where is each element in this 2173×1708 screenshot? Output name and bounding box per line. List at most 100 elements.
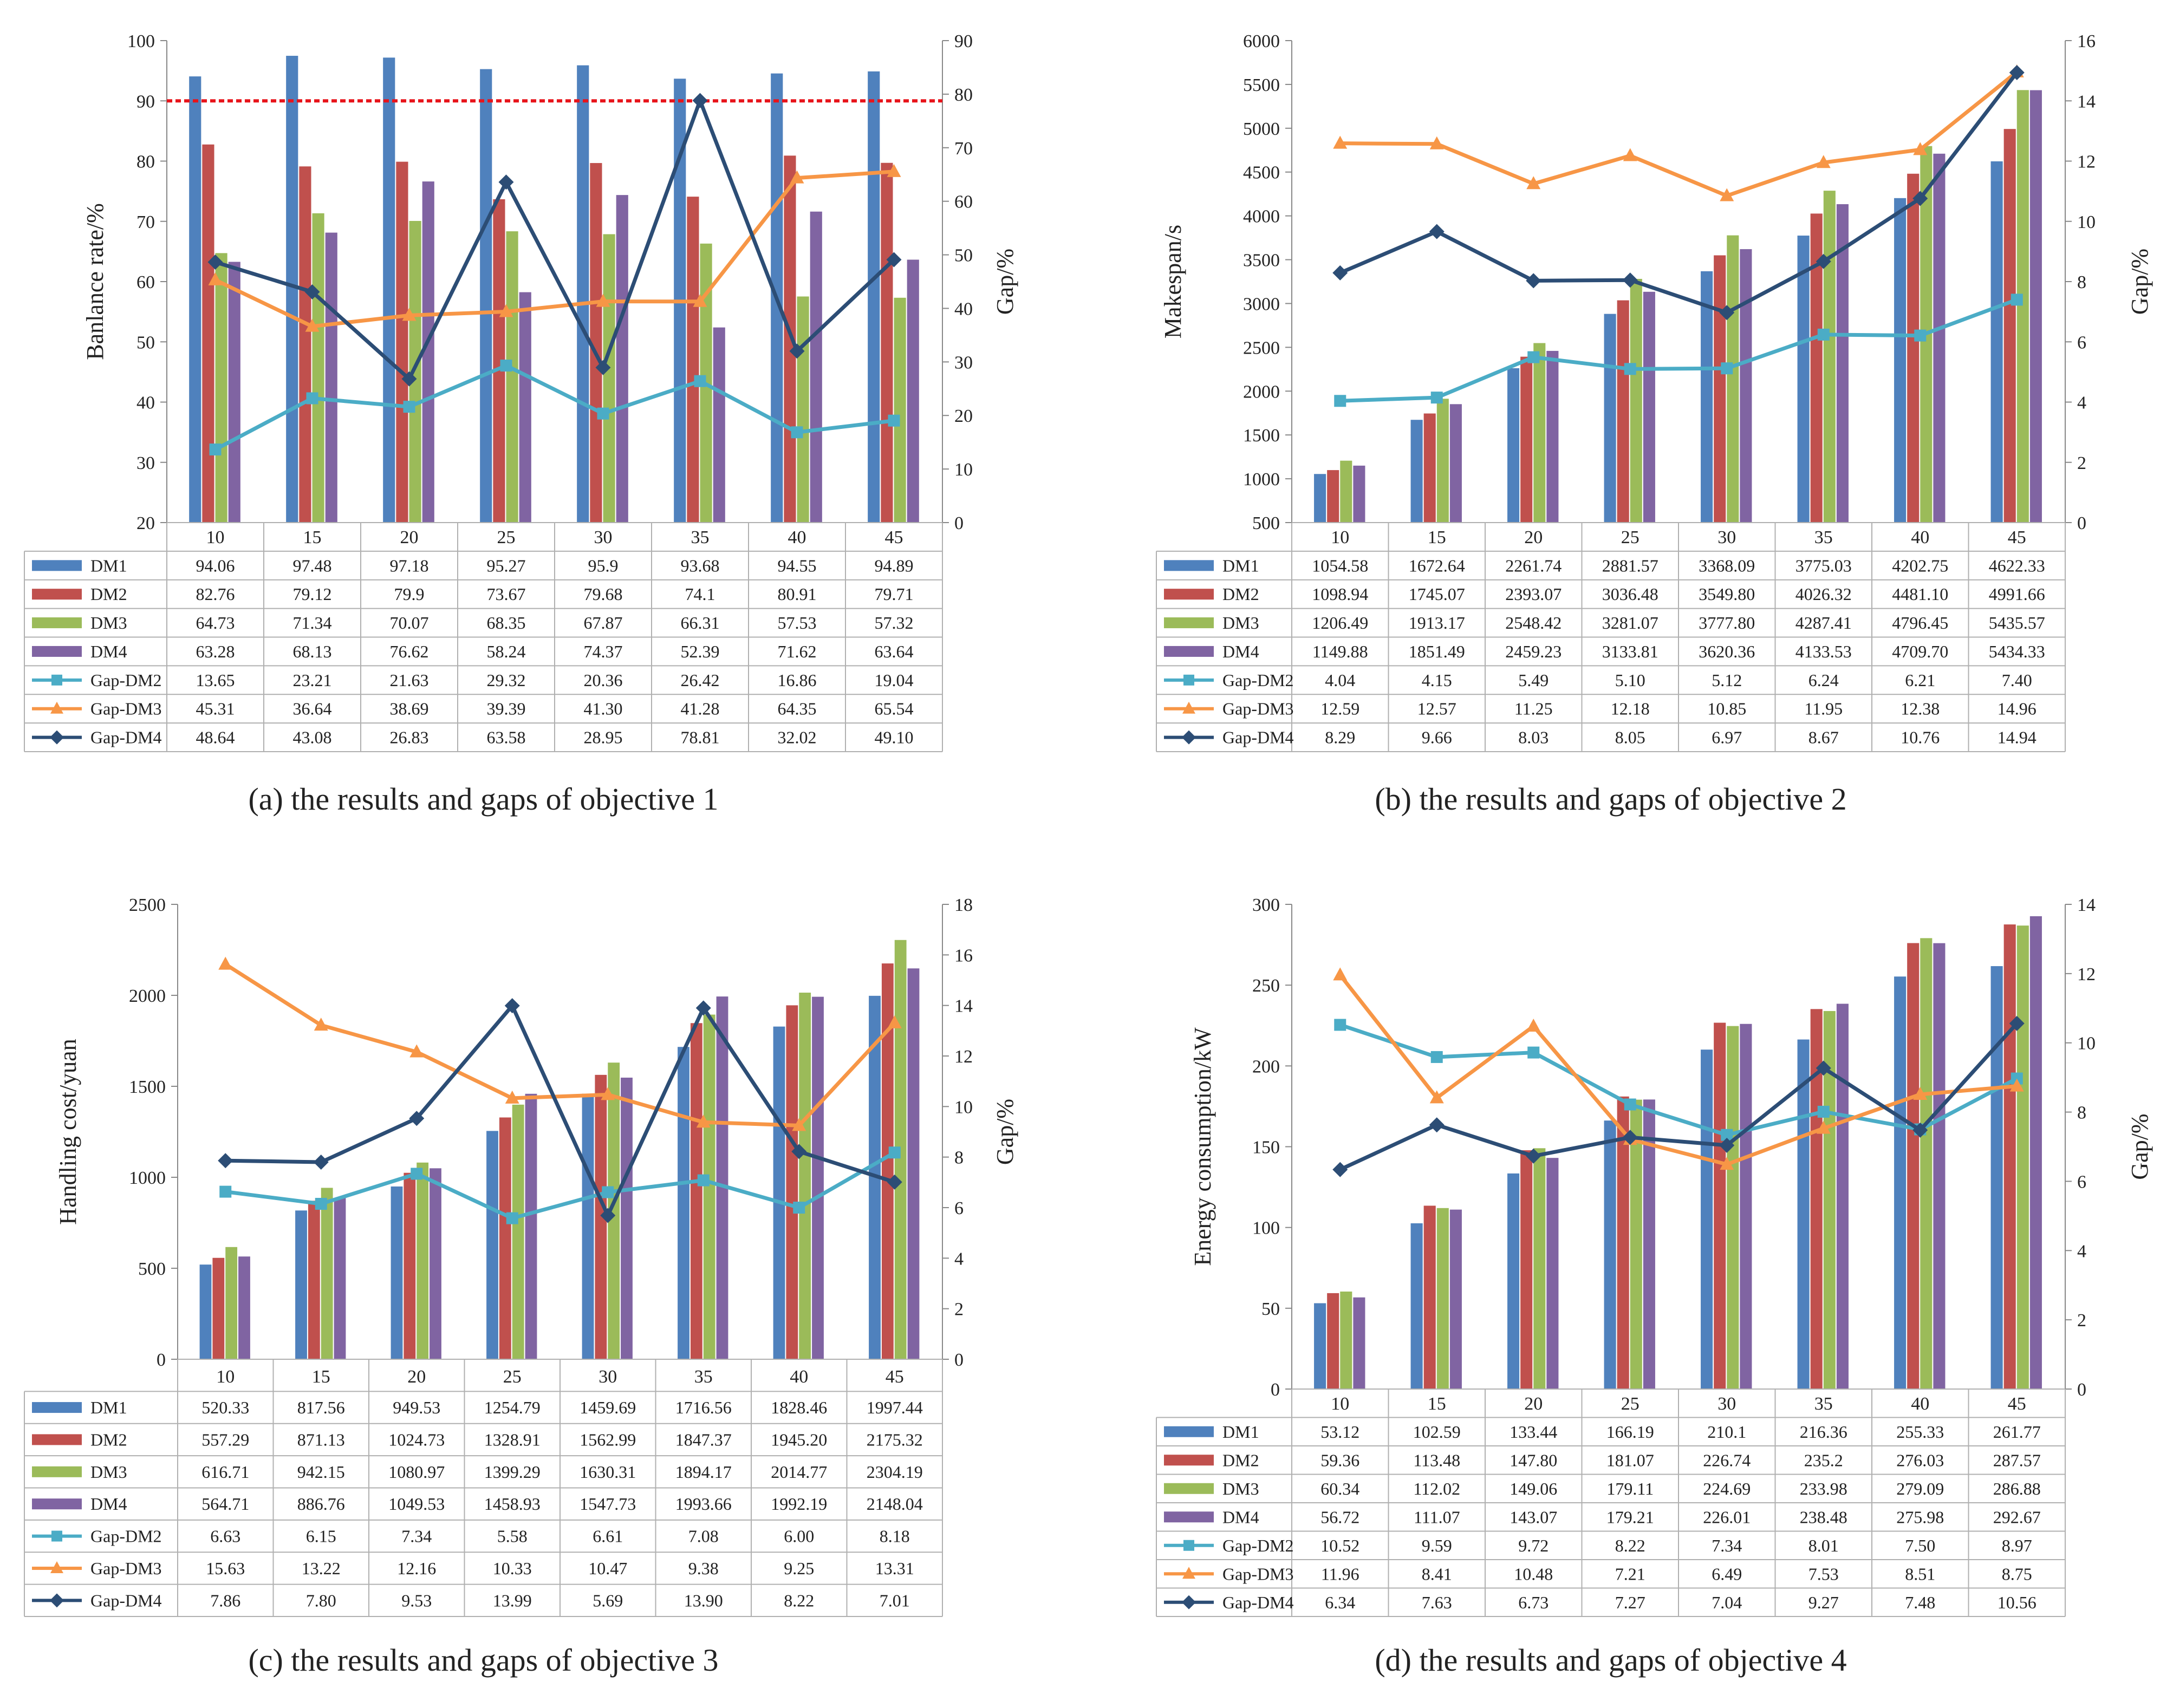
- y-tick-label: 2500: [129, 895, 166, 915]
- marker-square: [1334, 1019, 1346, 1031]
- bar-dm2: [687, 197, 699, 523]
- bar-dm2: [299, 166, 311, 523]
- legend-label-dm4: DM4: [90, 1494, 127, 1514]
- table-cell: 2261.74: [1505, 556, 1562, 575]
- line-gap-dm2: [214, 363, 894, 452]
- table-cell: 2393.07: [1505, 584, 1562, 604]
- bar-dm4: [1449, 1209, 1462, 1389]
- table-cell: 73.67: [487, 584, 526, 604]
- bar-dm1: [1797, 236, 1810, 523]
- table-cell: 3368.09: [1699, 556, 1755, 575]
- x-tick-label: 10: [206, 527, 225, 547]
- marker-diamond: [1526, 273, 1541, 289]
- table-cell: 15.63: [206, 1559, 245, 1578]
- table-cell: 112.02: [1413, 1479, 1460, 1498]
- y-tick-label: 90: [136, 92, 155, 112]
- table-cell: 4133.53: [1795, 642, 1852, 661]
- y2-tick-label: 90: [954, 31, 973, 51]
- table-cell: 70.07: [390, 613, 429, 633]
- bar-dm3: [409, 220, 421, 523]
- table-cell: 238.48: [1800, 1507, 1847, 1527]
- marker-triangle: [1333, 135, 1348, 149]
- table-cell: 8.22: [784, 1590, 814, 1610]
- y-tick-label: 0: [157, 1350, 166, 1370]
- line-gap-dm2: [1340, 298, 2018, 403]
- y2-tick-label: 0: [954, 513, 964, 533]
- bar-dm3: [1727, 1026, 1739, 1389]
- y2-tick-label: 0: [2077, 1380, 2086, 1400]
- table-cell: 5435.57: [1989, 613, 2045, 633]
- x-tick-label: 15: [1428, 527, 1446, 547]
- marker-square: [1624, 363, 1636, 375]
- bar-dm3: [1727, 235, 1739, 523]
- table-cell: 3549.80: [1699, 584, 1755, 604]
- table-cell: 9.59: [1422, 1536, 1452, 1555]
- table-cell: 13.31: [875, 1559, 914, 1578]
- bar-dm4: [1546, 350, 1559, 523]
- table-cell: 5.49: [1518, 670, 1549, 690]
- table-cell: 287.57: [1993, 1450, 2041, 1470]
- table-cell: 7.80: [306, 1590, 336, 1610]
- bar-dm2: [308, 1201, 320, 1359]
- table-cell: 224.69: [1703, 1479, 1751, 1498]
- x-tick-label: 25: [503, 1367, 522, 1387]
- legend-label-gap-dm3: Gap-DM3: [1222, 1564, 1294, 1583]
- line-gap-dm4: [225, 1003, 895, 1217]
- bar-dm2: [1907, 173, 1920, 523]
- legend-label-gap-dm4: Gap-DM4: [1222, 1593, 1294, 1612]
- x-tick-label: 15: [312, 1367, 330, 1387]
- marker-triangle: [1816, 1120, 1831, 1134]
- marker-triangle: [596, 294, 610, 307]
- legend-swatch-dm1: [32, 1402, 82, 1413]
- table-cell: 94.06: [196, 556, 235, 575]
- y-tick-label: 250: [1252, 976, 1280, 996]
- table-cell: 7.50: [1905, 1536, 1935, 1555]
- legend-label-dm4: DM4: [1222, 1507, 1259, 1527]
- bar-dm1: [582, 1093, 594, 1359]
- legend-label-dm1: DM1: [1222, 1422, 1259, 1442]
- marker-square: [1817, 328, 1830, 341]
- y2-tick-label: 60: [954, 192, 973, 212]
- legend-marker-triangle: [1182, 701, 1195, 714]
- marker-square: [597, 407, 609, 420]
- x-tick-label: 20: [1524, 1394, 1543, 1414]
- y2-tick-label: 30: [954, 353, 973, 373]
- table-cell: 233.98: [1800, 1479, 1847, 1498]
- table-cell: 1080.97: [388, 1462, 445, 1482]
- marker-square: [315, 1198, 327, 1210]
- table-cell: 147.80: [1510, 1450, 1557, 1470]
- table-cell: 7.08: [688, 1527, 719, 1546]
- marker-square: [1721, 1129, 1733, 1141]
- line-gap-dm3: [1340, 70, 2018, 198]
- table-cell: 2014.77: [771, 1462, 827, 1482]
- y-tick-label: 60: [136, 272, 155, 292]
- table-cell: 93.68: [681, 556, 720, 575]
- legend-label-gap-dm2: Gap-DM2: [90, 670, 162, 690]
- legend-marker-square: [1183, 674, 1194, 686]
- table-cell: 79.9: [394, 584, 425, 604]
- y2-tick-label: 18: [954, 895, 973, 915]
- table-cell: 4202.75: [1892, 556, 1948, 575]
- y-tick-label: 500: [1252, 513, 1280, 533]
- y-tick-label: 4500: [1243, 163, 1280, 183]
- x-tick-label: 35: [691, 527, 710, 547]
- table-cell: 261.77: [1993, 1422, 2041, 1442]
- bar-dm2: [396, 161, 408, 523]
- legend-label-dm3: DM3: [90, 613, 127, 633]
- marker-diamond: [409, 1111, 425, 1126]
- table-cell: 48.64: [196, 728, 235, 747]
- legend-swatch-dm1: [1164, 560, 1214, 571]
- table-cell: 4709.70: [1892, 642, 1948, 661]
- legend-label-gap-dm2: Gap-DM2: [1222, 1536, 1294, 1555]
- x-tick-label: 35: [694, 1367, 713, 1387]
- legend-label-gap-dm3: Gap-DM3: [1222, 699, 1294, 719]
- bar-dm2: [1714, 255, 1726, 523]
- marker-triangle: [499, 304, 513, 317]
- table-cell: 56.72: [1320, 1507, 1359, 1527]
- y-tick-label: 5000: [1243, 119, 1280, 139]
- table-cell: 68.35: [487, 613, 526, 633]
- table-cell: 38.69: [390, 699, 429, 719]
- table-cell: 166.19: [1606, 1422, 1654, 1442]
- table-cell: 10.48: [1514, 1564, 1553, 1583]
- marker-diamond: [1816, 253, 1831, 269]
